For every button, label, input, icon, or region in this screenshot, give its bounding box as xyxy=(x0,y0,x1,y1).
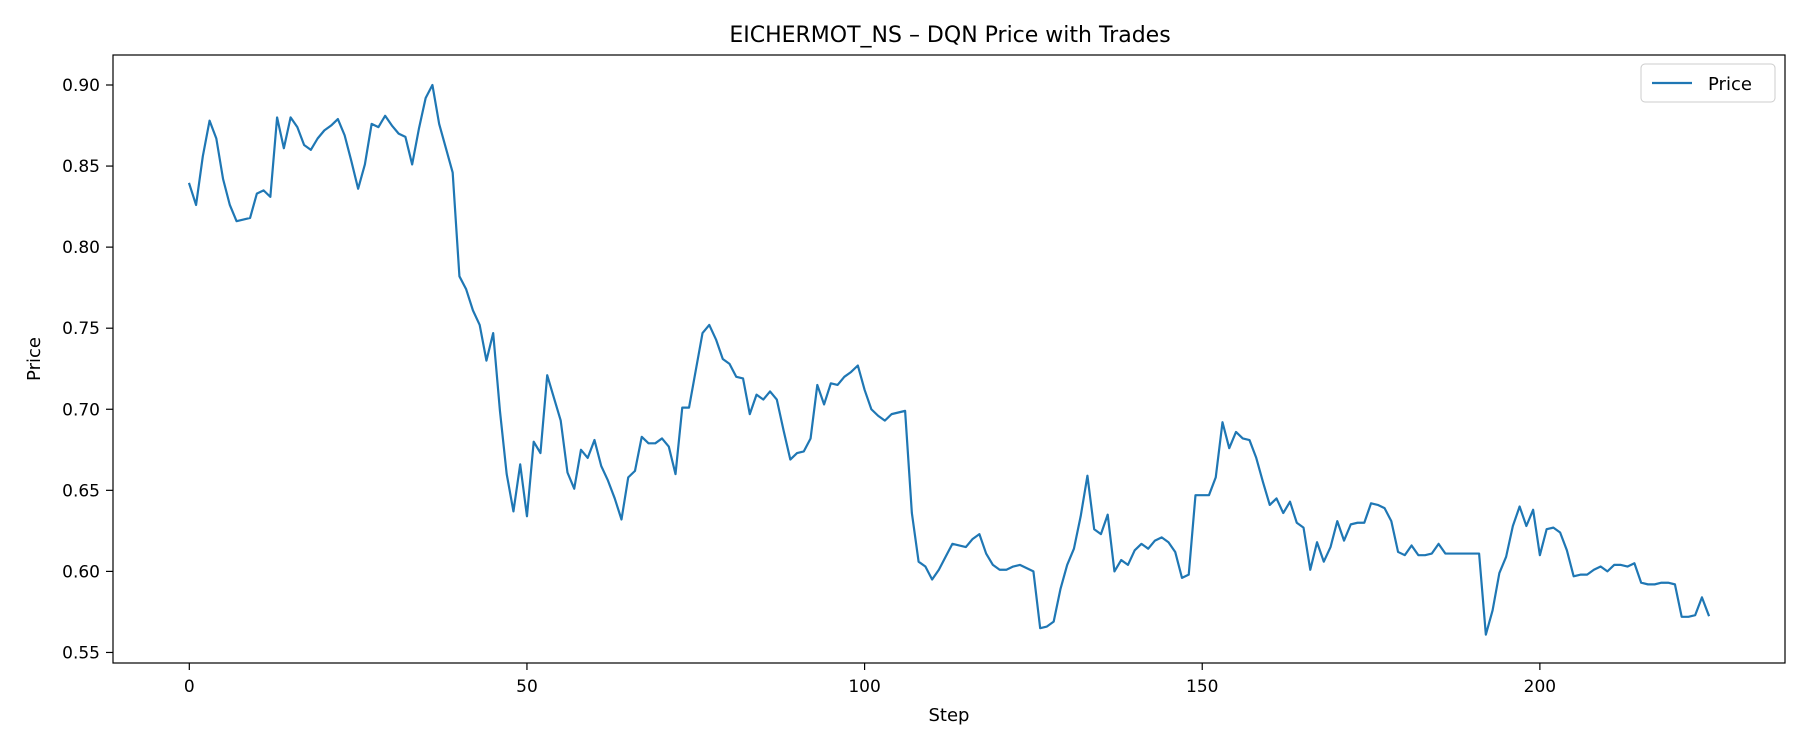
plot-area-frame xyxy=(112,54,1786,664)
x-axis-label: Step xyxy=(929,705,970,726)
x-tick-label-100: 100 xyxy=(848,677,880,697)
x-tick-label-150: 150 xyxy=(1186,677,1218,697)
legend-box xyxy=(1640,63,1776,103)
legend: Price xyxy=(1640,63,1776,103)
x-tick-label-0: 0 xyxy=(184,677,195,697)
y-tick-label-0: 0.55 xyxy=(62,643,100,663)
price-series-line xyxy=(187,83,1711,636)
x-tick-label-50: 50 xyxy=(516,677,538,697)
y-tick-label-2: 0.65 xyxy=(62,481,100,501)
y-tick-label-7: 0.90 xyxy=(62,76,100,96)
y-axis-ticks: 0.55 0.60 0.65 0.70 0.75 0.80 0.85 0.90 xyxy=(62,76,113,663)
x-tick-label-200: 200 xyxy=(1524,677,1556,697)
legend-entry-price: Price xyxy=(1708,74,1752,95)
y-tick-label-5: 0.80 xyxy=(62,238,100,258)
x-axis-ticks: 0 50 100 150 200 xyxy=(184,663,1556,697)
y-axis-label: Price xyxy=(24,337,45,381)
y-tick-label-6: 0.85 xyxy=(62,157,100,177)
chart-title: EICHERMOT_NS – DQN Price with Trades xyxy=(729,23,1170,48)
y-tick-label-1: 0.60 xyxy=(62,562,100,582)
y-tick-label-4: 0.75 xyxy=(62,319,100,339)
y-tick-label-3: 0.70 xyxy=(62,400,100,420)
